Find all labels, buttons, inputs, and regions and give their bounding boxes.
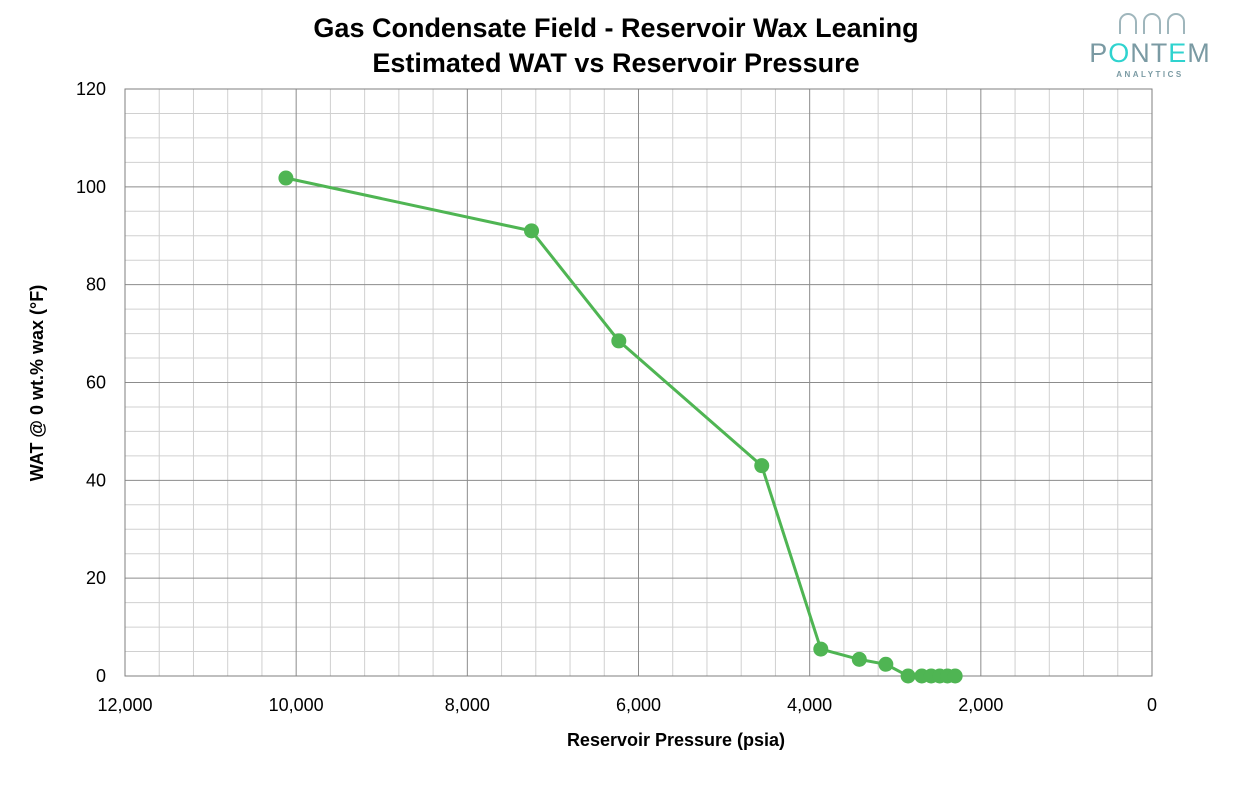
y-axis-label: WAT @ 0 wt.% wax (°F) [27, 285, 47, 481]
y-tick-label: 80 [86, 275, 106, 295]
series-wat [278, 170, 963, 684]
data-point-marker [851, 651, 867, 667]
data-point-marker [900, 668, 916, 684]
y-tick-label: 60 [86, 373, 106, 393]
data-point-marker [754, 458, 770, 474]
x-axis-label: Reservoir Pressure (psia) [567, 730, 785, 750]
plot-area-border [124, 88, 1153, 677]
x-tick-label: 8,000 [445, 695, 490, 715]
x-tick-label: 4,000 [787, 695, 832, 715]
major-gridlines [125, 89, 1152, 676]
x-axis-tick-labels: 12,000 10,000 8,000 6,000 4,000 2,000 0 [97, 695, 1157, 715]
data-point-marker [278, 170, 294, 186]
data-point-marker [611, 333, 627, 349]
y-tick-label: 40 [86, 470, 106, 490]
chart-subtitle: Estimated WAT vs Reservoir Pressure [372, 48, 859, 78]
data-point-marker [524, 223, 540, 239]
data-point-marker [878, 656, 894, 672]
logo-name: PONTEM [1089, 38, 1211, 68]
data-point-marker [947, 668, 963, 684]
x-tick-label: 10,000 [269, 695, 324, 715]
x-tick-label: 2,000 [958, 695, 1003, 715]
y-tick-label: 0 [96, 666, 106, 686]
x-tick-label: 12,000 [97, 695, 152, 715]
pontem-logo: PONTEM ANALYTICS [1089, 13, 1211, 79]
logo-tagline: ANALYTICS [1116, 70, 1184, 79]
x-tick-label: 0 [1147, 695, 1157, 715]
data-point-marker [813, 641, 829, 657]
y-tick-label: 20 [86, 568, 106, 588]
y-tick-label: 120 [76, 79, 106, 99]
logo-arches-icon [1119, 13, 1185, 34]
y-tick-label: 100 [76, 177, 106, 197]
chart-title: Gas Condensate Field - Reservoir Wax Lea… [313, 13, 918, 43]
y-axis-tick-labels: 0 20 40 60 80 100 120 [76, 79, 106, 686]
x-tick-label: 6,000 [616, 695, 661, 715]
